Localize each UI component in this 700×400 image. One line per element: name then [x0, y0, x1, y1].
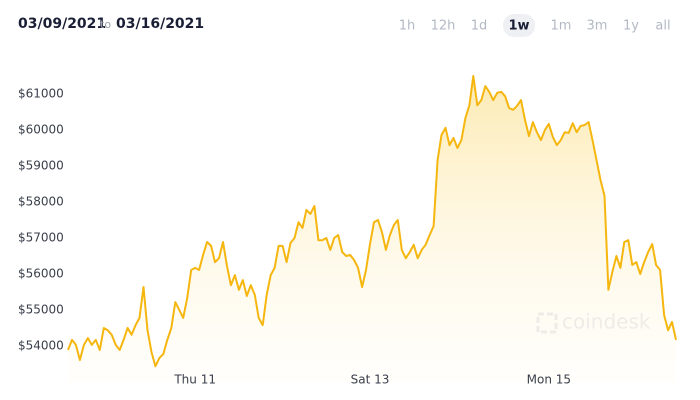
range-button[interactable]: 1h — [399, 19, 416, 34]
y-tick-label: $60000 — [18, 123, 64, 137]
range-button[interactable]: 1m — [551, 19, 572, 34]
y-tick-label: $57000 — [18, 231, 64, 245]
area — [68, 76, 676, 382]
range-active-bg — [503, 14, 535, 37]
y-tick-label: $58000 — [18, 195, 64, 209]
date-to: 03/16/2021 — [116, 16, 204, 32]
range-button[interactable]: 12h — [431, 19, 456, 34]
plot: $54000 $55000 $56000 $57000 $58000 $59000 $600… — [18, 75, 677, 387]
date-to-word: to — [100, 18, 111, 31]
range-button[interactable]: all — [655, 19, 670, 34]
x-tick-label: Mon 15 — [527, 373, 571, 387]
price-line — [67, 75, 677, 368]
y-tick-label: $55000 — [18, 303, 64, 317]
x-tick-label: Thu 11 — [173, 373, 216, 387]
y-tick-label: $61000 — [18, 87, 64, 101]
range-button[interactable]: 1w — [508, 19, 529, 34]
range-button[interactable]: 1d — [471, 19, 488, 34]
y-tick-label: $59000 — [18, 159, 64, 173]
x-tick-label: Sat 13 — [351, 373, 390, 387]
date-from: 03/09/2021 — [18, 16, 106, 32]
range-selector: 1h 12h 1d 1w 1m 3m 1y all — [399, 14, 671, 37]
range-button[interactable]: 1y — [623, 19, 639, 34]
y-tick-label: $56000 — [18, 267, 64, 281]
y-tick-label: $54000 — [18, 339, 64, 353]
range-button[interactable]: 3m — [587, 19, 608, 34]
